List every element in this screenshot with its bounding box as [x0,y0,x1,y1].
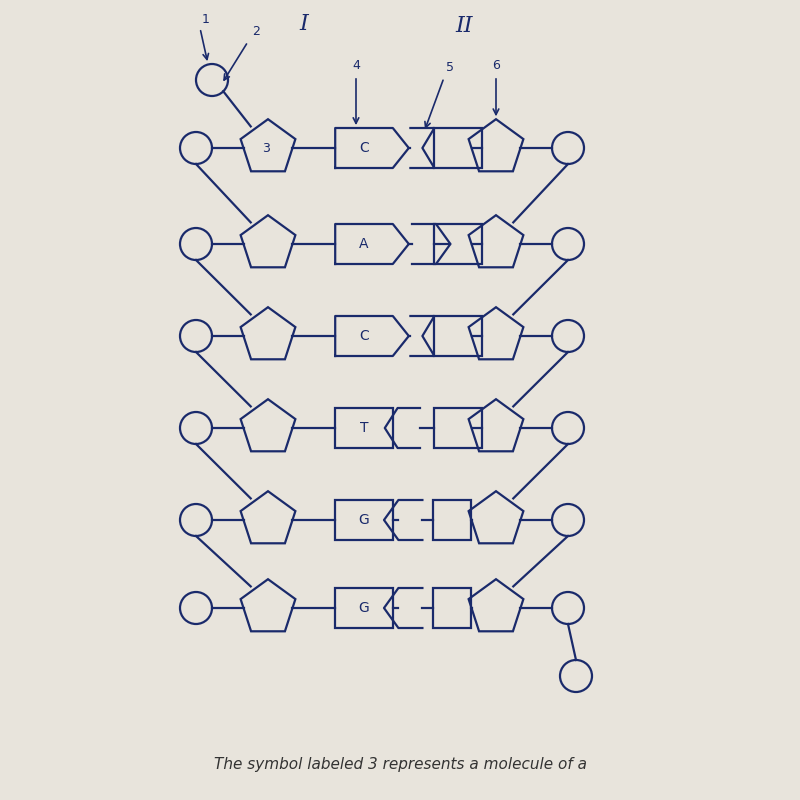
Text: G: G [358,513,370,527]
Text: 1: 1 [202,13,210,26]
Bar [335,588,393,628]
Text: II: II [455,14,473,37]
Text: 3: 3 [262,142,270,155]
Text: C: C [359,329,369,343]
Text: 4: 4 [352,59,360,72]
Text: The symbol labeled 3 represents a molecule of a: The symbol labeled 3 represents a molecu… [214,757,586,771]
Text: I: I [300,13,308,35]
Text: A: A [359,237,369,251]
Bar [434,408,482,448]
Text: C: C [359,141,369,155]
Bar [434,316,482,356]
Text: 6: 6 [492,59,500,72]
Text: T: T [360,421,368,435]
Bar [434,128,482,168]
Text: 5: 5 [446,62,454,74]
Bar [433,500,471,540]
Bar [434,224,482,264]
Text: 2: 2 [252,26,260,38]
Text: G: G [358,601,370,615]
Bar [335,408,393,448]
Bar [433,588,471,628]
Bar [335,500,393,540]
